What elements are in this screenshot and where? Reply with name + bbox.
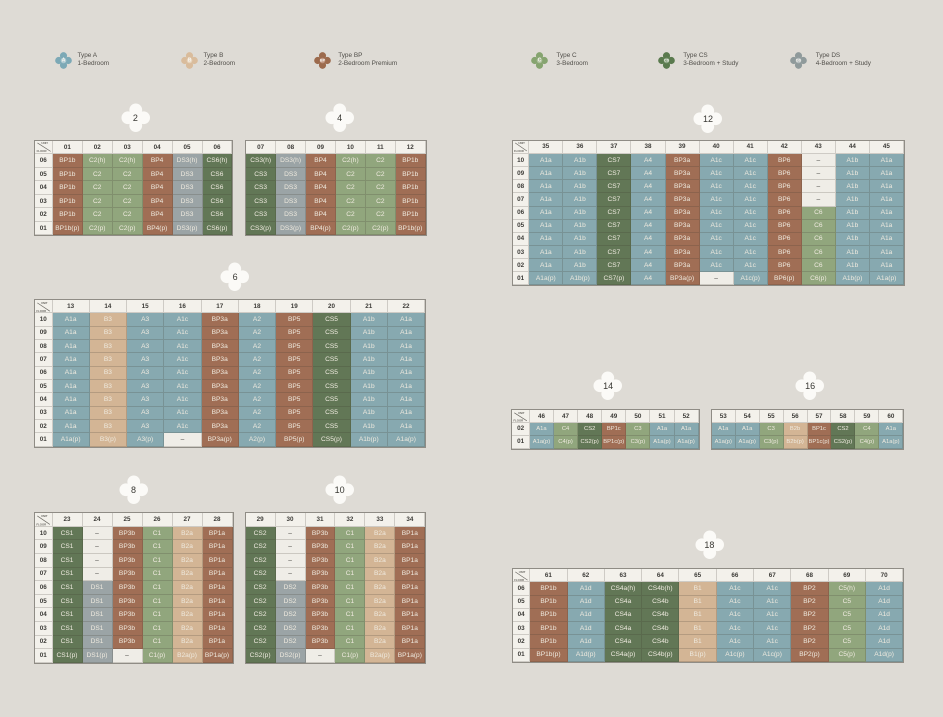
svg-text:DS: DS [796,59,802,63]
svg-text:BP: BP [320,59,326,63]
svg-text:FLOOR: FLOOR [514,149,524,153]
svg-text:CS: CS [664,59,670,63]
svg-text:UNIT: UNIT [41,301,48,305]
svg-text:UNIT: UNIT [41,141,48,145]
svg-text:A: A [62,58,66,64]
svg-text:FLOOR: FLOOR [514,578,524,582]
svg-text:UNIT: UNIT [518,141,525,145]
svg-text:FLOOR: FLOOR [514,418,524,422]
svg-text:C: C [538,58,542,64]
svg-text:B: B [188,58,192,64]
svg-text:UNIT: UNIT [519,570,526,574]
svg-text:UNIT: UNIT [518,411,525,415]
svg-text:UNIT: UNIT [41,514,48,518]
svg-text:FLOOR: FLOOR [36,309,46,313]
svg-text:FLOOR: FLOOR [36,150,46,154]
svg-text:FLOOR: FLOOR [36,522,46,526]
